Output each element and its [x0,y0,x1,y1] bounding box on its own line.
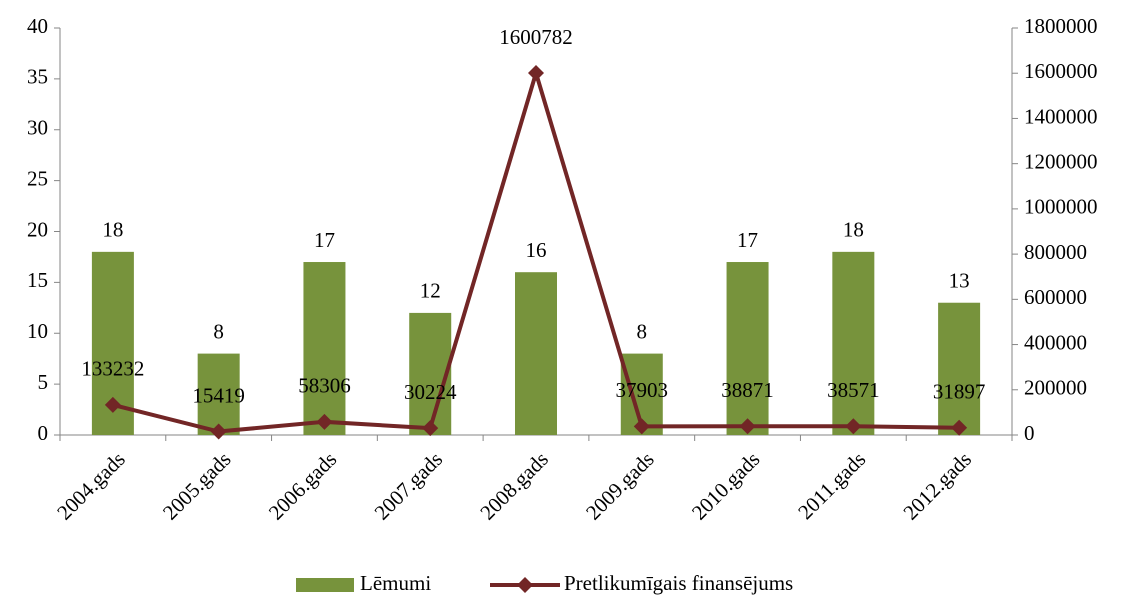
y-tick-label: 30 [27,116,48,140]
y2-tick-label: 1400000 [1024,104,1098,128]
bar [726,262,769,435]
x-tick-label: 2005.gads [158,447,236,525]
y2-tick-label: 0 [1024,421,1035,445]
bar [197,353,240,435]
y-tick-label: 10 [27,319,48,343]
bar [303,262,346,435]
y-tick-label: 20 [27,217,48,241]
x-tick-label: 2009.gads [581,447,659,525]
line-marker [951,419,968,436]
line-value-label: 133232 [81,357,144,381]
legend-swatch [296,578,354,592]
bar-value-label: 8 [213,319,224,343]
y2-tick-label: 600000 [1024,285,1087,309]
line-marker [528,65,544,82]
y2-tick-label: 1600000 [1024,59,1098,83]
y-tick-label: 40 [27,14,48,38]
y2-tick-label: 400000 [1024,330,1087,354]
bar-value-label: 18 [102,218,123,242]
line-value-label: 30224 [404,380,457,404]
y-tick-label: 25 [27,166,48,190]
bar [409,312,452,435]
y-tick-label: 0 [38,421,49,445]
legend-label: Lēmumi [360,571,431,595]
bar-value-label: 16 [526,238,547,262]
line-value-label: 31897 [933,380,986,404]
y-tick-label: 15 [27,268,48,292]
line-marker [739,418,756,435]
bar-value-label: 8 [637,319,648,343]
line-marker [633,418,650,435]
x-tick-label: 2010.gads [687,447,765,525]
line-value-label: 37903 [616,378,669,402]
y2-tick-label: 800000 [1024,240,1087,264]
bar-value-label: 17 [737,228,758,252]
line-marker [210,423,227,440]
bar [938,302,981,435]
bar-value-label: 18 [843,218,864,242]
y2-tick-label: 1000000 [1024,195,1098,219]
line-marker [104,396,121,413]
legend-label: Pretlikumīgais finansējums [564,571,793,595]
bar [832,251,875,435]
line-marker [422,420,439,437]
x-tick-label: 2008.gads [475,447,553,525]
y2-tick-label: 1200000 [1024,149,1098,173]
y-tick-label: 5 [38,370,49,394]
line-value-label: 38571 [827,378,880,402]
legend-marker [517,577,533,593]
x-tick-label: 2007.gads [370,447,448,525]
x-tick-label: 2011.gads [793,447,870,524]
line-marker [316,413,333,430]
x-tick-label: 2004.gads [52,447,130,525]
y2-tick-label: 1800000 [1024,14,1098,38]
x-tick-label: 2006.gads [264,447,342,525]
line-value-label: 15419 [192,383,245,407]
line-value-label: 1600782 [499,25,573,49]
y-tick-label: 35 [27,65,48,89]
bar-value-label: 12 [420,279,441,303]
bar-value-label: 13 [949,269,970,293]
bar-value-label: 17 [314,228,335,252]
x-tick-label: 2012.gads [898,447,976,525]
y2-tick-label: 200000 [1024,376,1087,400]
bar [515,272,557,435]
line-marker [845,418,862,435]
line-value-label: 58306 [298,374,351,398]
line-value-label: 38871 [721,378,774,402]
